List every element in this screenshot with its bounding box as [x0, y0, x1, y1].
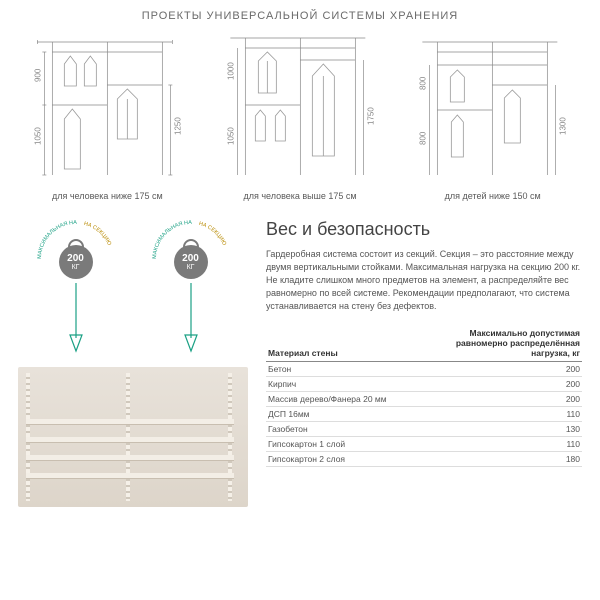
diagram-2: 1000 1050 1750 для человека выше 175 см [211, 30, 390, 201]
weight-value: 200 [182, 253, 199, 264]
table-row: Массив дерево/Фанера 20 мм200 [266, 392, 582, 407]
load-illustration: МАКСИМАЛЬНАЯ НАГРУЗКА НА СЕКЦИЮ 200 КГ [18, 219, 248, 507]
table-col-load: Максимально допустимая равномерно распре… [430, 325, 582, 362]
diagram-1-caption: для человека ниже 175 см [52, 191, 163, 201]
svg-text:1750: 1750 [366, 107, 375, 125]
load-table: Материал стены Максимально допустимая ра… [266, 325, 582, 467]
table-row: Кирпич200 [266, 377, 582, 392]
diagram-3-svg: 800 800 1300 [403, 30, 582, 185]
table-row: Газобетон130 [266, 422, 582, 437]
table-body: Бетон200 Кирпич200 Массив дерево/Фанера … [266, 362, 582, 467]
safety-title: Вес и безопасность [266, 219, 582, 240]
svg-text:НА СЕКЦИЮ: НА СЕКЦИЮ [83, 221, 112, 247]
page-title: ПРОЕКТЫ УНИВЕРСАЛЬНОЙ СИСТЕМЫ ХРАНЕНИЯ [0, 0, 600, 30]
weight-badge-1: МАКСИМАЛЬНАЯ НАГРУЗКА НА СЕКЦИЮ 200 КГ [26, 219, 126, 353]
svg-text:800: 800 [419, 131, 428, 145]
svg-text:900: 900 [33, 68, 42, 82]
arrow-down-icon [66, 283, 86, 353]
svg-text:1000: 1000 [226, 62, 235, 80]
arrow-down-icon [181, 283, 201, 353]
svg-text:НА СЕКЦИЮ: НА СЕКЦИЮ [198, 221, 227, 247]
svg-text:1050: 1050 [226, 127, 235, 145]
safety-text: Гардеробная система состоит из секций. С… [266, 248, 582, 313]
weight-unit: КГ [187, 264, 195, 271]
weight-badge-2: МАКСИМАЛЬНАЯ НАГРУЗКА НА СЕКЦИЮ 200 КГ [141, 219, 241, 353]
svg-text:800: 800 [419, 76, 428, 90]
diagram-3: 800 800 1300 для детей ниже 150 см [403, 30, 582, 201]
svg-text:1250: 1250 [173, 117, 182, 135]
weight-badges: МАКСИМАЛЬНАЯ НАГРУЗКА НА СЕКЦИЮ 200 КГ [18, 219, 248, 353]
diagram-3-caption: для детей ниже 150 см [445, 191, 541, 201]
svg-text:1300: 1300 [559, 117, 568, 135]
svg-text:1050: 1050 [33, 127, 42, 145]
table-col-material: Материал стены [266, 325, 430, 362]
diagram-1: 900 1050 1250 для человека ниже 175 см [18, 30, 197, 201]
table-row: ДСП 16мм110 [266, 407, 582, 422]
weight-unit: КГ [72, 264, 80, 271]
shelf-photo [18, 367, 248, 507]
table-row: Гипсокартон 1 слой110 [266, 437, 582, 452]
diagrams-row: 900 1050 1250 для человека ниже 175 см [0, 30, 600, 207]
kettlebell-icon: 200 КГ [174, 245, 208, 279]
diagram-2-caption: для человека выше 175 см [243, 191, 356, 201]
safety-section: Вес и безопасность Гардеробная система с… [266, 219, 582, 507]
kettlebell-icon: 200 КГ [59, 245, 93, 279]
lower-section: МАКСИМАЛЬНАЯ НАГРУЗКА НА СЕКЦИЮ 200 КГ [0, 207, 600, 525]
page-container: ПРОЕКТЫ УНИВЕРСАЛЬНОЙ СИСТЕМЫ ХРАНЕНИЯ [0, 0, 600, 600]
table-row: Бетон200 [266, 362, 582, 377]
diagram-1-svg: 900 1050 1250 [18, 30, 197, 185]
table-row: Гипсокартон 2 слоя180 [266, 452, 582, 467]
weight-value: 200 [67, 253, 84, 264]
diagram-2-svg: 1000 1050 1750 [211, 30, 390, 185]
